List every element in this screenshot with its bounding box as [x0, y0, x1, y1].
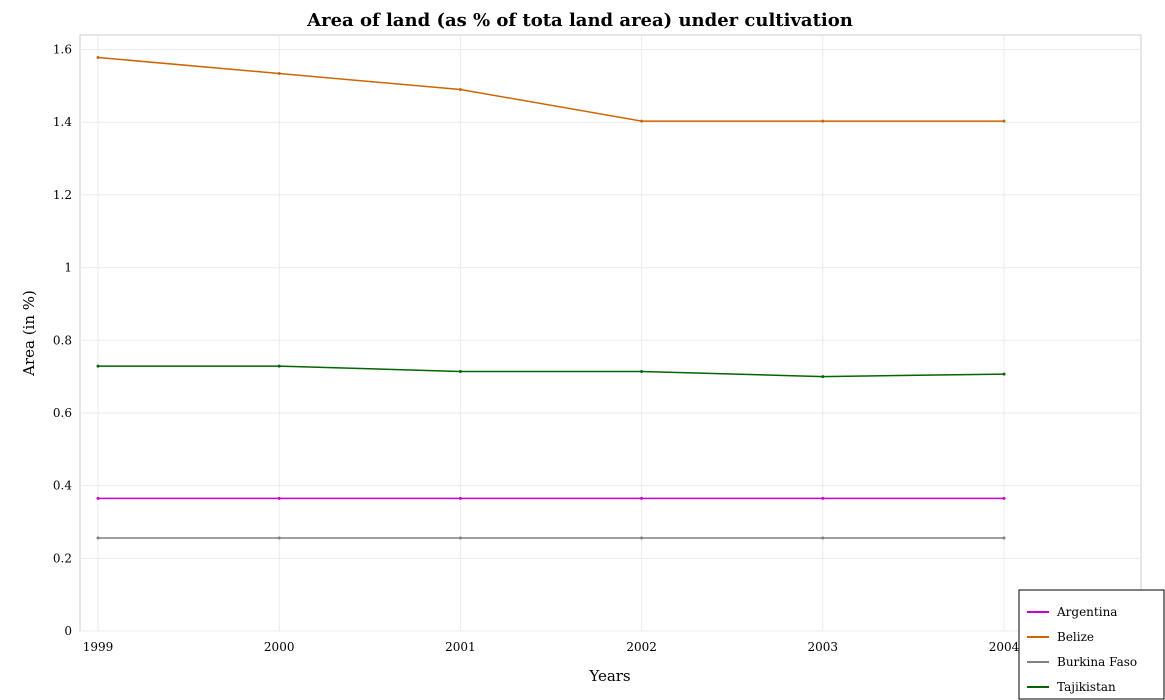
x-tick-label: 2001	[445, 640, 476, 654]
x-axis-label: Years	[588, 667, 630, 685]
chart-title: Area of land (as % of tota land area) un…	[306, 10, 853, 31]
data-point-belize	[96, 56, 100, 60]
data-point-tajikistan	[458, 370, 462, 374]
x-tick-label: 2002	[626, 640, 657, 654]
y-tick-label: 1.6	[53, 43, 72, 57]
data-point-burkina-faso	[1002, 536, 1006, 540]
x-axis-ticks: 1999 2000 2001 2002 2003 2004	[83, 640, 1020, 654]
data-point-tajikistan	[1002, 372, 1006, 376]
data-point-burkina-faso	[277, 536, 281, 540]
legend-label-burkina-faso: Burkina Faso	[1057, 655, 1137, 669]
legend-label-belize: Belize	[1057, 630, 1094, 644]
y-tick-label: 0.4	[53, 479, 72, 493]
data-point-argentina	[821, 496, 825, 500]
legend: Argentina Belize Burkina Faso Tajikistan	[1018, 589, 1165, 700]
data-point-burkina-faso	[821, 536, 825, 540]
gridlines	[80, 35, 1141, 632]
y-tick-label: 1.2	[53, 188, 72, 202]
data-point-tajikistan	[821, 375, 825, 379]
data-point-tajikistan	[640, 370, 644, 374]
series-lines	[96, 56, 1006, 540]
x-tick-label: 1999	[83, 640, 114, 654]
y-tick-label: 1.4	[53, 115, 72, 129]
legend-box	[1018, 589, 1165, 700]
y-axis-label: Area (in %)	[20, 290, 38, 377]
data-point-belize	[821, 119, 825, 123]
series-line-belize	[97, 56, 1004, 122]
data-point-argentina	[458, 496, 462, 500]
y-tick-label: 0	[64, 624, 72, 638]
y-tick-label: 0.8	[53, 333, 72, 347]
y-tick-label: 0.6	[53, 406, 72, 420]
data-point-belize	[458, 88, 462, 92]
series-line-tajikistan	[98, 365, 1005, 378]
data-point-tajikistan	[96, 364, 100, 368]
legend-label-tajikistan: Tajikistan	[1057, 680, 1116, 694]
y-tick-label: 1	[64, 261, 72, 275]
x-tick-label: 2003	[808, 640, 839, 654]
data-point-argentina	[277, 496, 281, 500]
data-point-belize	[277, 72, 281, 76]
legend-label-argentina: Argentina	[1056, 605, 1117, 619]
y-tick-label: 0.2	[53, 551, 72, 565]
data-point-argentina	[96, 496, 100, 500]
x-tick-label: 2000	[264, 640, 295, 654]
data-point-burkina-faso	[96, 536, 100, 540]
data-point-tajikistan	[277, 364, 281, 368]
data-point-argentina	[640, 496, 644, 500]
data-point-burkina-faso	[640, 536, 644, 540]
plot-frame	[79, 34, 1142, 632]
x-tick-label: 2004	[989, 640, 1020, 654]
data-point-argentina	[1002, 496, 1006, 500]
y-axis-ticks: 0 0.2 0.4 0.6 0.8 1 1.2 1.4 1.6	[53, 43, 72, 638]
data-point-burkina-faso	[458, 536, 462, 540]
data-point-belize	[640, 119, 644, 123]
data-point-belize	[1002, 119, 1006, 123]
plot-area: 0 0.2 0.4 0.6 0.8 1 1.2 1.4 1.6 1999 2000 2001 2002…	[53, 34, 1142, 654]
